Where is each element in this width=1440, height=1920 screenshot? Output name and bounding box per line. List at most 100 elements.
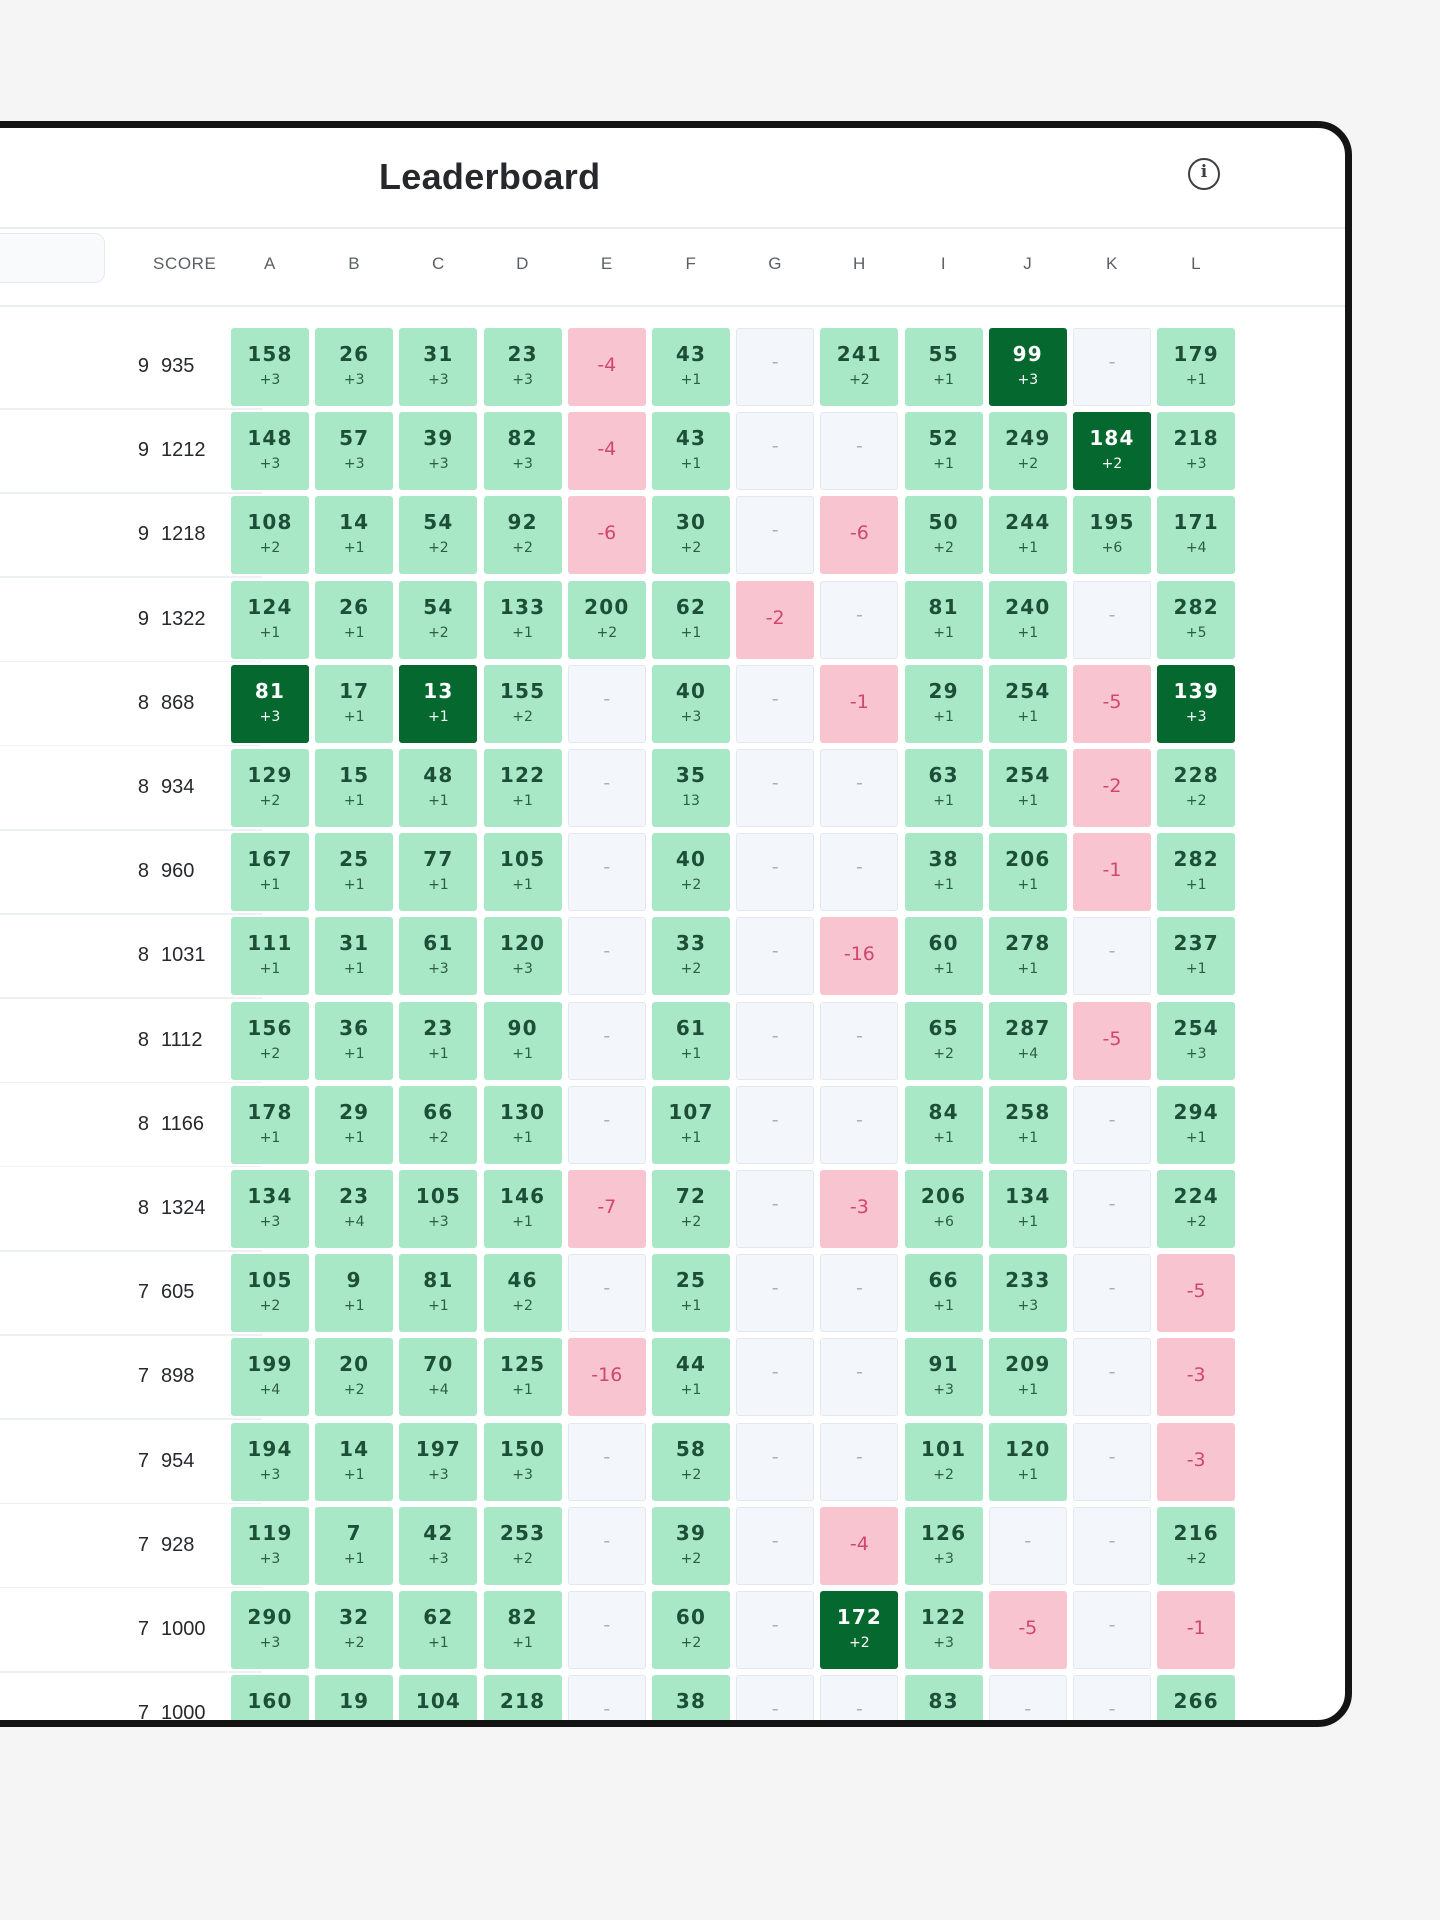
problem-cell-i[interactable]: 38 +1: [904, 833, 983, 912]
problem-cell-g[interactable]: -: [736, 1338, 815, 1417]
problem-cell-c[interactable]: 81 +1: [399, 1254, 478, 1333]
problem-cell-f[interactable]: 30 +2: [652, 496, 730, 575]
problem-cell-i[interactable]: 126 +3: [904, 1506, 983, 1585]
problem-cell-k[interactable]: 184 +2: [1073, 412, 1151, 491]
column-header-g[interactable]: G: [768, 254, 783, 273]
problem-cell-j[interactable]: 249 +2: [988, 412, 1067, 491]
problem-cell-h[interactable]: -: [820, 833, 899, 912]
problem-cell-a[interactable]: 129 +2: [231, 749, 309, 827]
problem-cell-d[interactable]: 46 +2: [483, 1254, 562, 1333]
problem-cell-l[interactable]: 139 +3: [1157, 664, 1236, 743]
problem-cell-f[interactable]: 43 +1: [652, 412, 730, 491]
problem-cell-j[interactable]: 240 +1: [988, 580, 1067, 659]
problem-cell-l[interactable]: 224 +2: [1157, 1170, 1236, 1248]
problem-cell-d[interactable]: 125 +1: [483, 1338, 562, 1417]
problem-cell-k[interactable]: -: [1073, 917, 1151, 996]
problem-cell-d[interactable]: 105 +1: [483, 833, 562, 912]
problem-cell-e[interactable]: -7: [567, 1170, 646, 1248]
problem-cell-f[interactable]: 44 +1: [652, 1338, 730, 1417]
problem-cell-l[interactable]: 228 +2: [1157, 749, 1236, 827]
problem-cell-l[interactable]: 294 +1: [1157, 1085, 1236, 1164]
problem-cell-c[interactable]: 13 +1: [399, 664, 478, 743]
problem-cell-i[interactable]: 122 +3: [904, 1591, 983, 1669]
problem-cell-j[interactable]: 244 +1: [988, 496, 1067, 575]
problem-cell-l[interactable]: 179 +1: [1157, 328, 1236, 406]
problem-cell-a[interactable]: 111 +1: [231, 917, 309, 996]
problem-cell-e[interactable]: -: [567, 1422, 646, 1501]
problem-cell-b[interactable]: 7 +1: [315, 1506, 394, 1585]
problem-cell-h[interactable]: -: [820, 1422, 899, 1501]
problem-cell-f[interactable]: 72 +2: [652, 1170, 730, 1248]
problem-cell-h[interactable]: -: [820, 1001, 899, 1080]
problem-cell-k[interactable]: -: [1073, 1085, 1151, 1164]
problem-cell-f[interactable]: 61 +1: [652, 1001, 730, 1080]
problem-cell-g[interactable]: -: [736, 1001, 815, 1080]
problem-cell-d[interactable]: 130 +1: [483, 1085, 562, 1164]
problem-cell-g[interactable]: -: [736, 1591, 815, 1669]
problem-cell-a[interactable]: 199 +4: [231, 1338, 309, 1417]
problem-cell-l[interactable]: 218 +3: [1157, 412, 1236, 491]
problem-cell-k[interactable]: -: [1073, 580, 1151, 659]
problem-cell-e[interactable]: -: [567, 1591, 646, 1669]
problem-cell-d[interactable]: 155 +2: [483, 664, 562, 743]
problem-cell-i[interactable]: 91 +3: [904, 1338, 983, 1417]
problem-cell-b[interactable]: 26 +1: [315, 580, 394, 659]
problem-cell-b[interactable]: 14 +1: [315, 1422, 394, 1501]
problem-cell-j[interactable]: 233 +3: [988, 1254, 1067, 1333]
problem-cell-d[interactable]: 253 +2: [483, 1506, 562, 1585]
problem-cell-i[interactable]: 65 +2: [904, 1001, 983, 1080]
column-header-f[interactable]: F: [685, 254, 697, 273]
problem-cell-c[interactable]: 23 +1: [399, 1001, 478, 1080]
problem-cell-b[interactable]: 57 +3: [315, 412, 394, 491]
problem-cell-g[interactable]: -: [736, 833, 815, 912]
problem-cell-j[interactable]: 278 +1: [988, 917, 1067, 996]
problem-cell-f[interactable]: 38: [652, 1675, 730, 1720]
problem-cell-j[interactable]: -: [988, 1506, 1067, 1585]
problem-cell-j[interactable]: 120 +1: [988, 1422, 1067, 1501]
problem-cell-l[interactable]: 254 +3: [1157, 1001, 1236, 1080]
column-header-a[interactable]: A: [264, 254, 276, 273]
problem-cell-e[interactable]: -: [567, 749, 646, 827]
problem-cell-f[interactable]: 40 +3: [652, 664, 730, 743]
problem-cell-c[interactable]: 70 +4: [399, 1338, 478, 1417]
problem-cell-c[interactable]: 31 +3: [399, 328, 478, 406]
problem-cell-a[interactable]: 194 +3: [231, 1422, 309, 1501]
problem-cell-d[interactable]: 82 +1: [483, 1591, 562, 1669]
problem-cell-a[interactable]: 108 +2: [231, 496, 309, 575]
problem-cell-g[interactable]: -: [736, 664, 815, 743]
problem-cell-h[interactable]: -: [820, 1338, 899, 1417]
problem-cell-d[interactable]: 90 +1: [483, 1001, 562, 1080]
column-header-e[interactable]: E: [600, 254, 613, 273]
problem-cell-e[interactable]: -: [567, 664, 646, 743]
problem-cell-h[interactable]: -: [820, 1254, 899, 1333]
problem-cell-c[interactable]: 54 +2: [399, 496, 478, 575]
problem-cell-e[interactable]: -: [567, 1675, 646, 1720]
problem-cell-e[interactable]: -: [567, 1001, 646, 1080]
problem-cell-b[interactable]: 36 +1: [315, 1001, 394, 1080]
problem-cell-k[interactable]: -1: [1073, 833, 1151, 912]
problem-cell-a[interactable]: 178 +1: [231, 1085, 309, 1164]
problem-cell-g[interactable]: -: [736, 749, 815, 827]
problem-cell-k[interactable]: 195 +6: [1073, 496, 1151, 575]
problem-cell-i[interactable]: 60 +1: [904, 917, 983, 996]
problem-cell-i[interactable]: 83: [904, 1675, 983, 1720]
problem-cell-h[interactable]: -3: [820, 1170, 899, 1248]
problem-cell-i[interactable]: 66 +1: [904, 1254, 983, 1333]
problem-cell-h[interactable]: -: [820, 412, 899, 491]
score-column-header[interactable]: SCORE: [153, 254, 217, 273]
problem-cell-a[interactable]: 81 +3: [231, 664, 309, 743]
problem-cell-f[interactable]: 25 +1: [652, 1254, 730, 1333]
problem-cell-g[interactable]: -: [736, 917, 815, 996]
column-header-d[interactable]: D: [516, 254, 530, 273]
problem-cell-j[interactable]: 134 +1: [988, 1170, 1067, 1248]
problem-cell-e[interactable]: -16: [567, 1338, 646, 1417]
problem-cell-d[interactable]: 23 +3: [483, 328, 562, 406]
problem-cell-l[interactable]: 171 +4: [1157, 496, 1236, 575]
problem-cell-j[interactable]: 258 +1: [988, 1085, 1067, 1164]
problem-cell-c[interactable]: 104: [399, 1675, 478, 1720]
problem-cell-k[interactable]: -: [1073, 1254, 1151, 1333]
problem-cell-d[interactable]: 92 +2: [483, 496, 562, 575]
problem-cell-k[interactable]: -: [1073, 1506, 1151, 1585]
problem-cell-d[interactable]: 120 +3: [483, 917, 562, 996]
problem-cell-l[interactable]: -3: [1157, 1422, 1236, 1501]
